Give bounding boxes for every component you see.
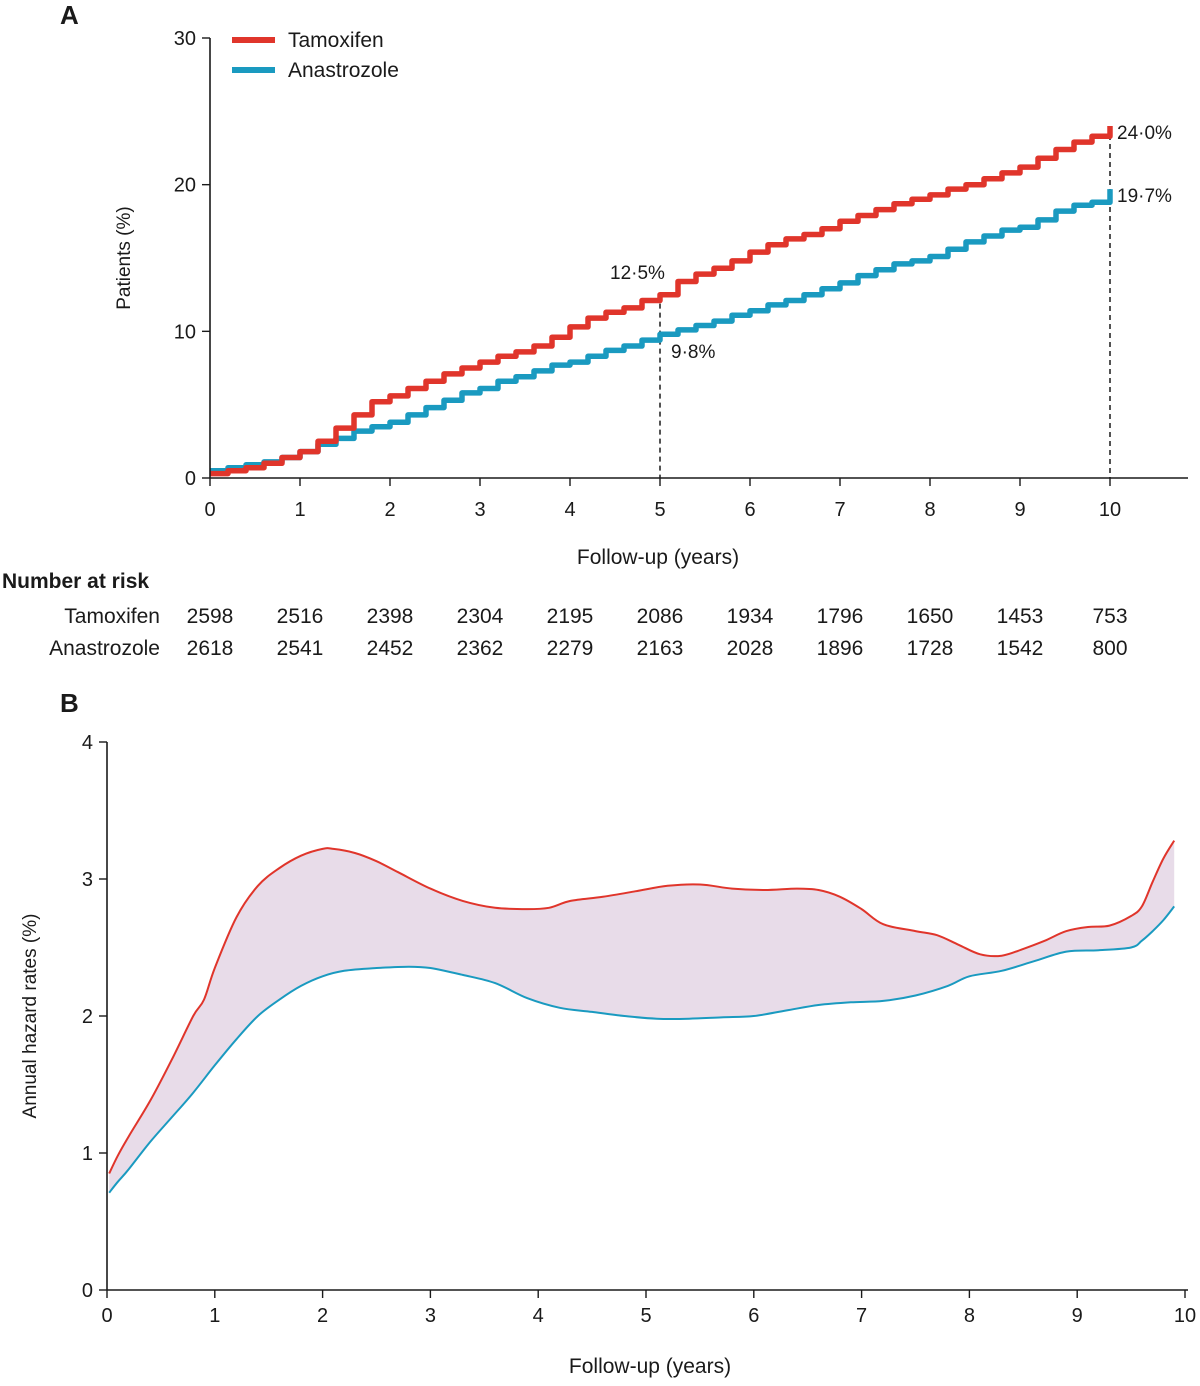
panel-a-annotations: 12·5% 9·8% 24·0% 19·7% xyxy=(610,123,1172,363)
panel-a-series-anastrozole xyxy=(210,189,1113,474)
panel-b-y-tick-label-2: 2 xyxy=(82,1006,93,1028)
panel-b: B 0 1 2 3 4 5 6 7 8 9 10 0 1 2 3 4 Annual hazard rates … xyxy=(20,688,1196,1378)
risk-cell-tamoxifen-year-6: 1934 xyxy=(727,605,774,628)
annotation-tamoxifen-10yr: 24·0% xyxy=(1117,123,1172,144)
panel-a-x-tick-label-5: 5 xyxy=(654,499,665,521)
panel-a-x-tick-label-10: 10 xyxy=(1099,499,1121,521)
panel-a-series-tamoxifen xyxy=(210,126,1113,477)
panel-b-y-axis-label: Annual hazard rates (%) xyxy=(20,914,41,1119)
legend-label-tamoxifen: Tamoxifen xyxy=(288,29,384,52)
panel-a-x-tick-label-0: 0 xyxy=(204,499,215,521)
risk-cell-anastrozole-year-7: 1896 xyxy=(817,637,864,660)
risk-cell-tamoxifen-year-2: 2398 xyxy=(367,605,414,628)
risk-cell-tamoxifen-year-10: 753 xyxy=(1092,605,1127,628)
panel-b-x-tick-label-4: 4 xyxy=(533,1305,544,1327)
panel-b-y-tick-label-1: 1 xyxy=(82,1143,93,1165)
panel-a: A 0 1 2 3 4 5 6 7 8 9 10 0 10 20 30 Patients (%) Follo… xyxy=(60,0,1188,569)
panel-b-x-tick-label-2: 2 xyxy=(317,1305,328,1327)
panel-b-x-tick-label-1: 1 xyxy=(209,1305,220,1327)
risk-cell-tamoxifen-year-1: 2516 xyxy=(277,605,324,628)
panel-b-x-tick-label-10: 10 xyxy=(1174,1305,1196,1327)
risk-row-label-tamoxifen: Tamoxifen xyxy=(64,605,160,628)
panel-b-y-tick-label-3: 3 xyxy=(82,869,93,891)
number-at-risk-title: Number at risk xyxy=(2,570,149,593)
risk-cell-anastrozole-year-2: 2452 xyxy=(367,637,414,660)
panel-a-y-tick-label-20: 20 xyxy=(174,175,196,197)
panel-b-label: B xyxy=(60,688,79,718)
risk-cell-anastrozole-year-5: 2163 xyxy=(637,637,684,660)
panel-b-series-anastrozole xyxy=(108,905,1175,1194)
panel-a-plot-area xyxy=(210,126,1113,478)
risk-cell-anastrozole-year-0: 2618 xyxy=(187,637,234,660)
panel-b-x-tick-label-6: 6 xyxy=(748,1305,759,1327)
number-at-risk-table: Number at risk Tamoxifen Anastrozole 259… xyxy=(2,570,1128,660)
panel-b-ticks: 0 1 2 3 4 5 6 7 8 9 10 0 1 2 3 4 xyxy=(82,732,1196,1327)
legend-label-anastrozole: Anastrozole xyxy=(288,59,399,82)
risk-row-label-anastrozole: Anastrozole xyxy=(49,637,160,660)
panel-b-x-tick-label-0: 0 xyxy=(101,1305,112,1327)
panel-b-y-tick-label-4: 4 xyxy=(82,732,93,754)
panel-a-x-tick-label-1: 1 xyxy=(294,499,305,521)
risk-cell-anastrozole-year-3: 2362 xyxy=(457,637,504,660)
panel-b-x-axis-label: Follow-up (years) xyxy=(569,1355,731,1378)
panel-b-x-tick-label-7: 7 xyxy=(856,1305,867,1327)
risk-cells: 2598 2516 2398 2304 2195 2086 1934 1796 1650 1453… xyxy=(187,605,1128,660)
panel-a-y-tick-label-30: 30 xyxy=(174,28,196,50)
annotation-tamoxifen-5yr: 12·5% xyxy=(610,263,665,284)
risk-cell-anastrozole-year-9: 1542 xyxy=(997,637,1044,660)
annotation-anastrozole-10yr: 19·7% xyxy=(1117,186,1172,207)
panel-a-x-tick-label-4: 4 xyxy=(564,499,575,521)
risk-cell-tamoxifen-year-8: 1650 xyxy=(907,605,954,628)
panel-b-plot-area xyxy=(108,840,1176,1194)
panel-a-ticks: 0 1 2 3 4 5 6 7 8 9 10 0 10 20 30 xyxy=(174,28,1121,521)
panel-b-x-tick-label-3: 3 xyxy=(425,1305,436,1327)
panel-a-y-axis-label: Patients (%) xyxy=(114,206,135,309)
legend: Tamoxifen Anastrozole xyxy=(232,29,399,82)
panel-a-x-tick-label-8: 8 xyxy=(924,499,935,521)
risk-cell-tamoxifen-year-9: 1453 xyxy=(997,605,1044,628)
panel-b-y-tick-label-0: 0 xyxy=(82,1280,93,1302)
panel-a-x-tick-label-9: 9 xyxy=(1014,499,1025,521)
annotation-anastrozole-5yr: 9·8% xyxy=(671,342,715,363)
risk-cell-anastrozole-year-10: 800 xyxy=(1092,637,1127,660)
risk-cell-anastrozole-year-1: 2541 xyxy=(277,637,324,660)
panel-a-x-axis-label: Follow-up (years) xyxy=(577,546,739,569)
panel-b-series-tamoxifen xyxy=(108,840,1176,1174)
panel-b-x-tick-label-8: 8 xyxy=(964,1305,975,1327)
risk-cell-anastrozole-year-4: 2279 xyxy=(547,637,594,660)
panel-a-y-tick-label-0: 0 xyxy=(185,468,196,490)
panel-a-x-tick-label-2: 2 xyxy=(384,499,395,521)
risk-cell-tamoxifen-year-5: 2086 xyxy=(637,605,684,628)
panel-a-label: A xyxy=(60,0,79,30)
panel-a-x-tick-label-3: 3 xyxy=(474,499,485,521)
risk-cell-anastrozole-year-6: 2028 xyxy=(727,637,774,660)
panel-b-x-tick-label-5: 5 xyxy=(640,1305,651,1327)
panel-b-difference-band xyxy=(109,840,1175,1193)
risk-cell-tamoxifen-year-7: 1796 xyxy=(817,605,864,628)
panel-a-x-tick-label-7: 7 xyxy=(834,499,845,521)
panel-a-y-tick-label-10: 10 xyxy=(174,321,196,343)
risk-cell-tamoxifen-year-3: 2304 xyxy=(457,605,504,628)
panel-b-x-tick-label-9: 9 xyxy=(1072,1305,1083,1327)
panel-a-x-tick-label-6: 6 xyxy=(744,499,755,521)
risk-cell-tamoxifen-year-4: 2195 xyxy=(547,605,594,628)
risk-cell-anastrozole-year-8: 1728 xyxy=(907,637,954,660)
risk-cell-tamoxifen-year-0: 2598 xyxy=(187,605,234,628)
